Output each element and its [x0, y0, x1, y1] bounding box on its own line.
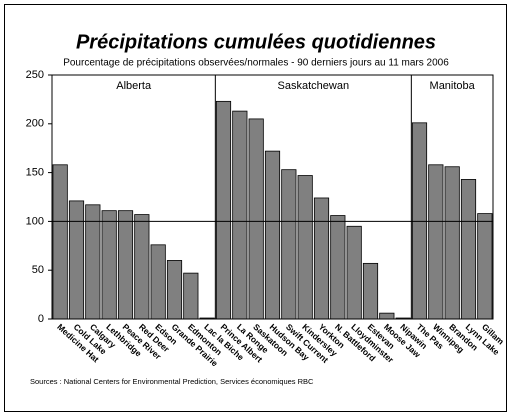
source-note: Sources : National Centers for Environme… — [30, 377, 314, 386]
bar — [379, 312, 395, 320]
bar — [215, 100, 232, 320]
bar — [281, 169, 297, 320]
bar — [297, 175, 313, 320]
y-tick-label: 100 — [26, 215, 44, 227]
bar — [444, 166, 460, 320]
bar — [264, 150, 281, 320]
chart-title: Précipitations cumulées quotidiennes — [76, 31, 436, 53]
bar — [68, 200, 85, 320]
bar — [313, 197, 330, 320]
y-tick-label: 150 — [26, 167, 44, 179]
y-tick-label: 200 — [26, 118, 44, 130]
bar — [428, 164, 444, 320]
y-tick-label: 250 — [26, 69, 44, 81]
bar — [346, 225, 362, 320]
group-label: Manitoba — [430, 80, 476, 92]
bar — [52, 164, 68, 320]
bar — [232, 110, 248, 320]
bar — [248, 118, 264, 320]
y-tick-label: 50 — [32, 264, 44, 276]
group-label: Saskatchewan — [278, 80, 350, 92]
bar — [460, 179, 477, 320]
bar — [166, 260, 183, 320]
bar — [101, 210, 117, 320]
chart-subtitle: Pourcentage de précipitations observées/… — [63, 58, 449, 69]
bar — [150, 244, 166, 320]
bar — [117, 210, 134, 320]
bar — [134, 214, 150, 320]
bar — [183, 272, 199, 320]
frame — [4, 4, 507, 412]
group-label: Alberta — [116, 80, 152, 92]
plot-area — [51, 74, 494, 320]
y-tick-label: 0 — [38, 313, 44, 325]
bar — [477, 213, 493, 320]
bar — [362, 262, 379, 320]
bar — [330, 215, 346, 320]
bar — [85, 204, 101, 320]
